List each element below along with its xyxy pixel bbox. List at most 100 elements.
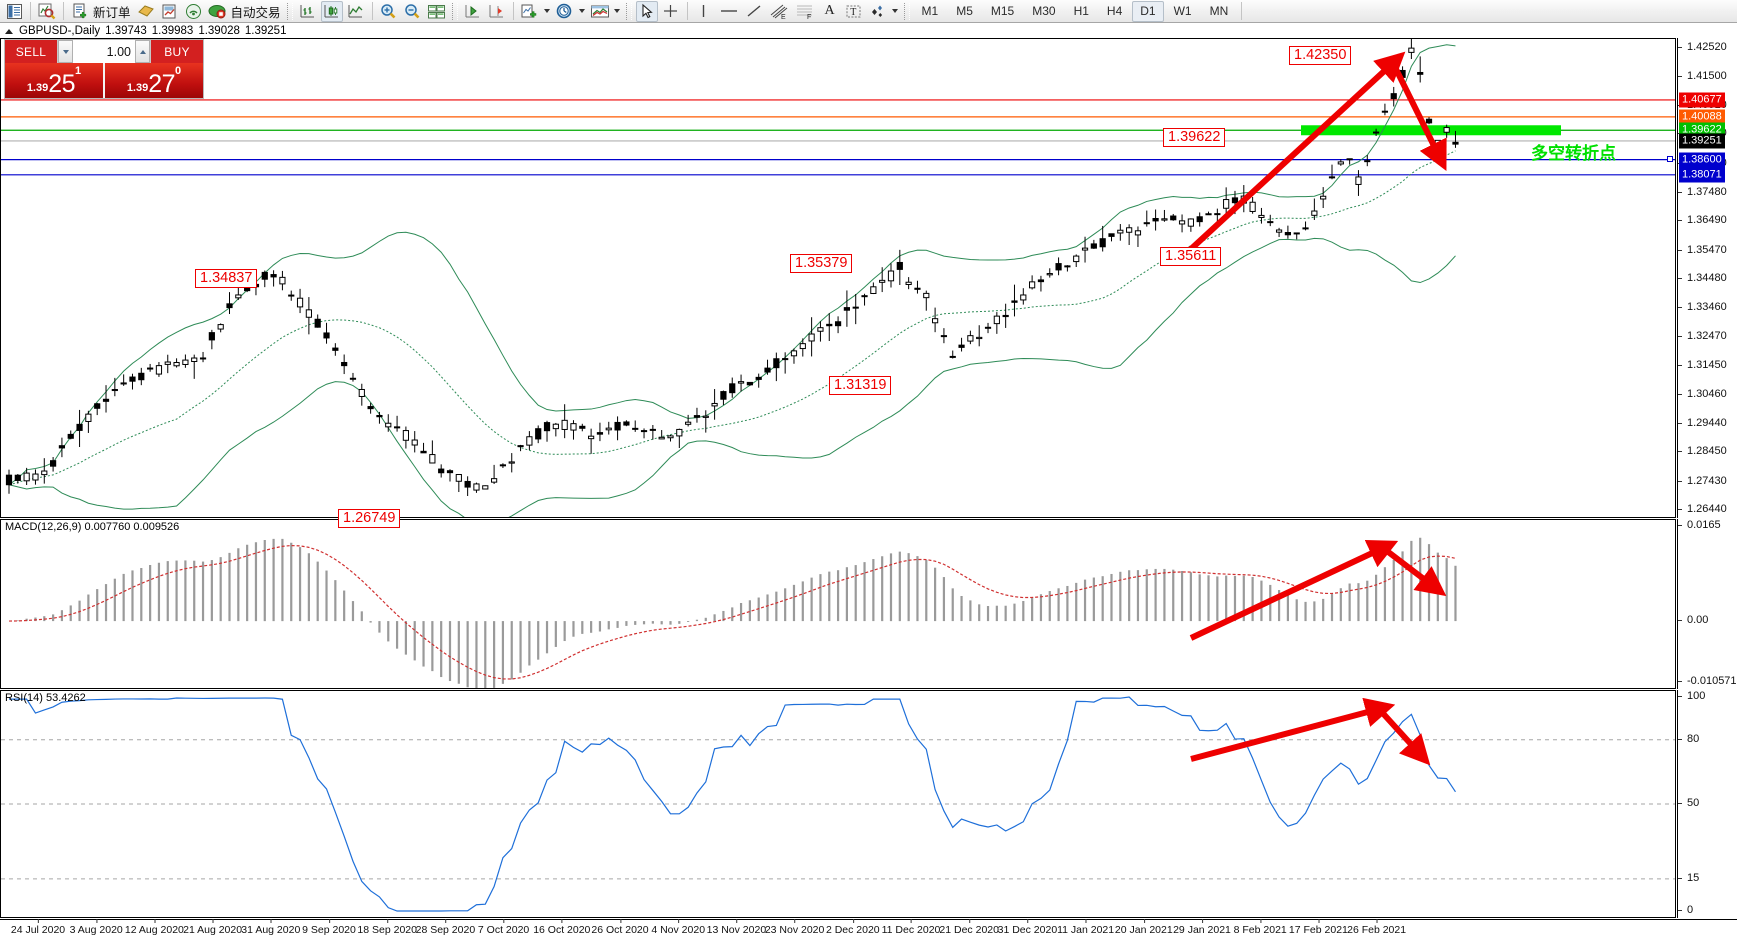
rsi-indicator-pane[interactable]: RSI(14) 53.4262 bbox=[0, 690, 1676, 918]
candle-bearish bbox=[693, 415, 701, 418]
candle-bullish bbox=[164, 361, 171, 365]
candle-bearish bbox=[623, 421, 630, 426]
rsi-trend-arrow[interactable] bbox=[1190, 697, 1396, 762]
candle-bullish bbox=[676, 428, 683, 437]
buy-label[interactable]: BUY bbox=[151, 40, 203, 63]
tile-windows-icon[interactable] bbox=[426, 1, 448, 22]
macd-trend-arrow[interactable] bbox=[1189, 540, 1399, 641]
timeframe-m15[interactable]: M15 bbox=[990, 3, 1015, 18]
candle-bearish bbox=[1231, 197, 1239, 204]
chevron-down-icon[interactable] bbox=[542, 1, 553, 21]
price-level-badge[interactable]: 1.40088 bbox=[1679, 109, 1725, 125]
candle-bullish bbox=[879, 279, 886, 283]
ohlc-close: 1.39251 bbox=[244, 25, 287, 37]
support-zone-rect[interactable] bbox=[1301, 125, 1561, 136]
fibonacci-icon[interactable]: F bbox=[793, 1, 817, 22]
candle-bearish bbox=[94, 403, 101, 409]
macd-trend-arrow[interactable] bbox=[1381, 545, 1447, 597]
candle-bullish bbox=[1046, 273, 1053, 276]
equidistant-channel-icon[interactable]: E bbox=[767, 1, 791, 22]
price-annotation-label[interactable]: 1.26749 bbox=[338, 509, 401, 528]
trend-arrow[interactable] bbox=[1188, 51, 1406, 252]
templates-icon[interactable] bbox=[589, 1, 611, 22]
chinese-text-annotation[interactable]: 多空转折点 bbox=[1531, 144, 1616, 164]
price-annotation-label[interactable]: 1.39622 bbox=[1163, 128, 1226, 147]
timeframe-m5[interactable]: M5 bbox=[956, 3, 973, 18]
timeframe-d1[interactable]: D1 bbox=[1132, 0, 1164, 22]
price-level-badge[interactable]: 1.40677 bbox=[1679, 92, 1725, 108]
time-axis-tick: 28 Sep 2020 bbox=[415, 919, 476, 936]
line-chart-icon[interactable] bbox=[345, 1, 367, 22]
volume-stepper[interactable]: 1.00 bbox=[57, 40, 151, 63]
crosshair-icon[interactable] bbox=[660, 1, 682, 22]
sell-label[interactable]: SELL bbox=[5, 40, 57, 63]
sell-price-button[interactable]: 1.39 25 1 bbox=[5, 63, 103, 98]
rsi-axis-tick: 0 bbox=[1678, 904, 1693, 916]
toolbar-divider bbox=[512, 2, 514, 20]
chevron-down-icon[interactable] bbox=[612, 1, 623, 21]
price-annotation-label[interactable]: 1.34837 bbox=[195, 269, 258, 288]
timeframe-m1[interactable]: M1 bbox=[921, 3, 939, 18]
text-label-icon[interactable]: T bbox=[843, 1, 865, 22]
volume-increment-button[interactable] bbox=[135, 40, 150, 63]
timeframe-h4[interactable]: H4 bbox=[1106, 3, 1123, 18]
candle-bullish bbox=[402, 430, 409, 441]
volume-decrement-button[interactable] bbox=[58, 40, 73, 63]
add-indicator-icon[interactable] bbox=[519, 1, 541, 22]
candle-bullish bbox=[711, 402, 718, 407]
chevron-down-icon[interactable] bbox=[577, 1, 588, 21]
autotrading-icon[interactable] bbox=[207, 1, 229, 22]
candle-bearish bbox=[746, 381, 753, 386]
price-annotation-label[interactable]: 1.35379 bbox=[790, 254, 853, 273]
price-level-badge[interactable]: 1.39251 bbox=[1679, 133, 1725, 149]
expert-advisor-icon[interactable] bbox=[135, 1, 157, 22]
trendline-icon[interactable] bbox=[743, 1, 765, 22]
price-annotation-label[interactable]: 1.35611 bbox=[1160, 247, 1222, 266]
trend-arrow[interactable] bbox=[1390, 61, 1447, 172]
candle-bearish bbox=[1214, 213, 1221, 216]
time-axis[interactable]: 24 Jul 2020 3 Aug 2020 12 Aug 2020 21 Aug 2… bbox=[0, 919, 1737, 940]
mql5-community-icon[interactable] bbox=[183, 1, 205, 22]
candle-bearish bbox=[464, 480, 471, 488]
buy-price-button[interactable]: 1.39 27 0 bbox=[105, 63, 203, 98]
price-level-badge[interactable]: 1.38600 bbox=[1679, 152, 1725, 168]
new-order-label[interactable]: 新订单 bbox=[93, 5, 131, 20]
candlestick-chart-icon[interactable] bbox=[320, 0, 343, 22]
horizontal-line-icon[interactable] bbox=[717, 1, 741, 22]
candle-bullish bbox=[358, 388, 365, 397]
volume-value[interactable]: 1.00 bbox=[73, 40, 135, 63]
sell-price-main: 25 bbox=[48, 70, 76, 98]
price-level-badge[interactable]: 1.38071 bbox=[1679, 167, 1725, 183]
timeframe-h1[interactable]: H1 bbox=[1073, 3, 1089, 18]
autotrading-label[interactable]: 自动交易 bbox=[230, 5, 281, 20]
time-axis-tick: 26 Oct 2020 bbox=[591, 919, 649, 936]
text-icon[interactable]: A bbox=[824, 3, 835, 18]
main-chart-pane[interactable] bbox=[0, 38, 1676, 518]
data-window-icon[interactable] bbox=[36, 1, 58, 22]
vertical-line-icon[interactable] bbox=[693, 1, 715, 22]
level-drag-handle[interactable] bbox=[1667, 155, 1673, 162]
macd-indicator-pane[interactable]: MACD(12,26,9) 0.007760 0.009526 bbox=[0, 519, 1676, 689]
timeframe-m30[interactable]: M30 bbox=[1032, 3, 1056, 18]
timeframe-mn[interactable]: MN bbox=[1209, 3, 1229, 18]
price-axis[interactable]: 1.425201.415001.405101.395201.385001.374… bbox=[1677, 38, 1737, 518]
zoom-out-icon[interactable] bbox=[402, 1, 424, 22]
chevron-down-icon[interactable] bbox=[890, 1, 901, 21]
new-order-icon[interactable] bbox=[69, 1, 91, 22]
price-annotation-label[interactable]: 1.42350 bbox=[1289, 46, 1352, 65]
auto-scroll-icon[interactable] bbox=[462, 1, 484, 22]
candle-bearish bbox=[323, 332, 330, 339]
chart-shift-icon[interactable] bbox=[486, 1, 508, 22]
one-click-trading-panel[interactable]: SELL 1.00 BUY 1.39 25 1 1.39 27 0 bbox=[4, 39, 204, 99]
timeframe-w1[interactable]: W1 bbox=[1173, 3, 1192, 18]
rsi-trend-arrow[interactable] bbox=[1376, 706, 1431, 766]
cursor-icon[interactable] bbox=[635, 0, 658, 22]
market-watch-icon[interactable] bbox=[3, 1, 25, 22]
zoom-in-icon[interactable] bbox=[378, 1, 400, 22]
period-icon[interactable] bbox=[554, 1, 576, 22]
strategy-tester-icon[interactable] bbox=[159, 1, 181, 22]
shapes-icon[interactable] bbox=[867, 1, 889, 22]
bar-chart-icon[interactable] bbox=[297, 1, 319, 22]
price-annotation-label[interactable]: 1.31319 bbox=[829, 376, 892, 395]
collapse-triangle-icon[interactable] bbox=[5, 28, 13, 34]
